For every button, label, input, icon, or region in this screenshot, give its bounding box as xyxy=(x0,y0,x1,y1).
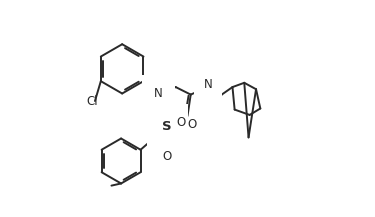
Text: H: H xyxy=(204,74,212,84)
Text: O: O xyxy=(177,116,186,129)
Text: S: S xyxy=(162,120,172,133)
Text: N: N xyxy=(154,87,163,100)
Text: N: N xyxy=(204,78,212,91)
Text: Cl: Cl xyxy=(86,94,98,107)
Text: O: O xyxy=(187,118,196,131)
Text: O: O xyxy=(162,150,172,163)
